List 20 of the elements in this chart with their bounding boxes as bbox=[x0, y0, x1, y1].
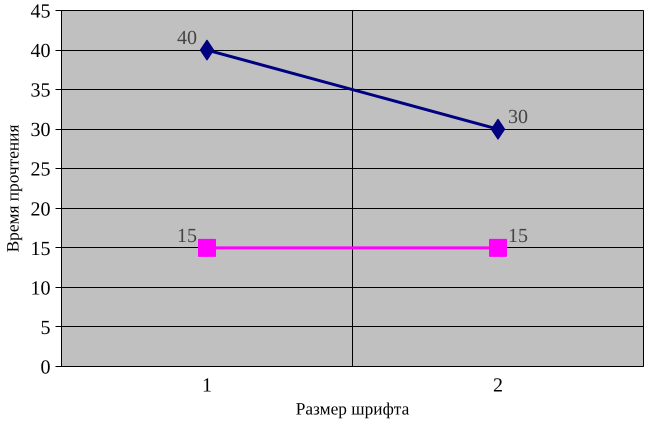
point bbox=[489, 238, 507, 257]
data-label: 40 bbox=[177, 27, 197, 50]
y-tick-label: 10 bbox=[30, 277, 50, 300]
y-tick-label: 20 bbox=[30, 198, 50, 220]
x-tick-label: 1 bbox=[202, 374, 212, 396]
data-label: 15 bbox=[508, 224, 528, 247]
data-label: 30 bbox=[508, 106, 528, 128]
x-tick-label: 2 bbox=[493, 374, 503, 396]
point bbox=[198, 238, 216, 257]
y-tick-label: 40 bbox=[30, 40, 50, 62]
y-tick-label: 45 bbox=[30, 0, 50, 22]
y-tick-label: 5 bbox=[40, 316, 50, 339]
y-tick-label: 25 bbox=[30, 158, 50, 181]
y-tick-label: 30 bbox=[30, 119, 50, 142]
x-axis-title: Размер шрифта bbox=[296, 400, 410, 418]
y-tick-label: 0 bbox=[40, 356, 50, 378]
y-tick-label: 15 bbox=[30, 238, 50, 260]
data-label: 15 bbox=[177, 224, 197, 247]
y-axis-title: Время прочтения bbox=[4, 124, 22, 252]
y-tick-label: 35 bbox=[30, 80, 50, 102]
